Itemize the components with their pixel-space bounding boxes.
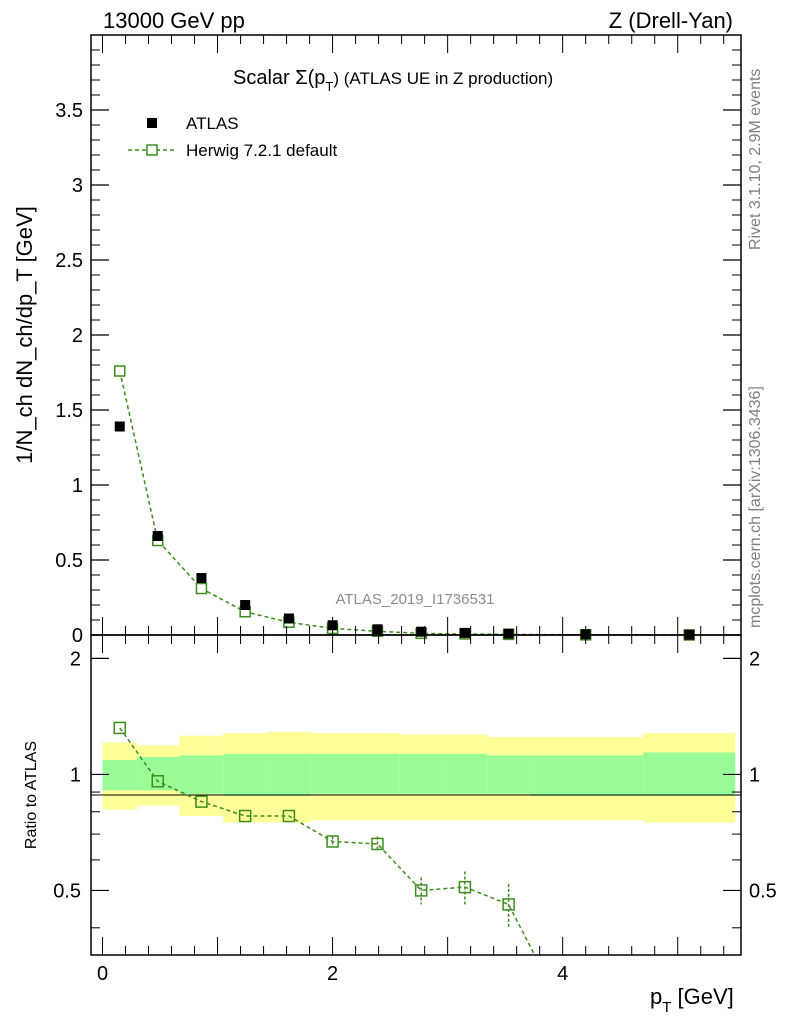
ratio-panel: 0.5 0.5 1 1 2 2 0 2 4 Ratio to ATLAS pT [GeV] (23, 634, 777, 1016)
ratio-band-inner (179, 755, 224, 794)
main-ytick-label: 2.5 (55, 250, 83, 272)
watermark-label: ATLAS_2019_I1736531 (335, 591, 494, 608)
atlas-main-point (416, 626, 427, 637)
main-ytick-label: 3 (72, 175, 83, 197)
main-plot-title: Scalar Σ(pT) (ATLAS UE in Z production) (233, 67, 553, 94)
ratio-band-inner (310, 753, 355, 794)
herwig-main-point (114, 365, 126, 377)
ratio-band-inner (223, 753, 268, 796)
ratio-band-inner (399, 753, 444, 794)
herwig-ratio-point (195, 795, 208, 808)
atlas-main-point (459, 627, 470, 638)
main-ytick-label: 0.5 (55, 550, 83, 572)
atlas-main-point (372, 624, 383, 635)
rivet-version-label: Rivet 3.1.10, 2.9M events (747, 69, 764, 250)
main-ticks: 0 0.5 1 1.5 2 2.5 3 3.5 (55, 35, 741, 647)
mcplots-label: mcplots.cern.ch [arXiv:1306.3436] (747, 386, 764, 628)
ratio-ticks: 0.5 0.5 1 1 2 2 0 2 4 (53, 635, 777, 985)
ratio-ytick-label-right: 2 (749, 648, 760, 670)
legend-atlas-label: ATLAS (186, 114, 239, 133)
ratio-ytick-label: 2 (70, 648, 81, 670)
atlas-main-point (240, 600, 251, 610)
herwig-ratio-point (113, 721, 127, 735)
atlas-main-point (196, 573, 207, 583)
legend-herwig-marker (146, 144, 158, 156)
ratio-xtick-label: 0 (97, 963, 108, 985)
header-energy-label: 13000 GeV pp (103, 8, 245, 33)
legend: ATLAS Herwig 7.2.1 default (128, 114, 337, 160)
ratio-ytick-label-right: 0.5 (749, 880, 777, 902)
main-ytick-label: 2 (72, 325, 83, 347)
ratio-ylabel: Ratio to ATLAS (23, 741, 40, 849)
herwig-ratio-point (371, 837, 384, 851)
herwig-ratio-point (238, 809, 252, 823)
herwig-ratio-point (282, 809, 296, 823)
atlas-main-point (114, 421, 125, 432)
ratio-xtick-label: 4 (557, 963, 568, 985)
atlas-main-point (152, 531, 163, 541)
ratio-panel-frame (90, 634, 742, 956)
legend-atlas-marker (147, 118, 157, 128)
ratio-band-inner (486, 755, 531, 794)
herwig-ratio-point (151, 775, 164, 788)
atlas-main-point (503, 628, 514, 639)
herwig-ratio-point (326, 835, 339, 848)
herwig-ratio-line (119, 727, 536, 956)
header-process-label: Z (Drell-Yan) (609, 8, 733, 33)
ratio-band-layer (102, 731, 736, 823)
ratio-band-inner (137, 756, 180, 791)
ratio-ytick-label: 1 (70, 764, 81, 786)
title-subscript: T (325, 79, 333, 94)
title-prefix: Scalar Σ(p (233, 67, 325, 89)
ratio-band-inner (443, 753, 487, 794)
ratio-band-inner (354, 753, 400, 794)
ratio-series-layer (113, 721, 536, 956)
main-ylabel: 1/N_ch dN_ch/dp_T [GeV] (12, 206, 37, 464)
herwig-ratio-point (502, 898, 515, 911)
ratio-xtick-label: 2 (327, 963, 338, 985)
xlabel-main: p (650, 984, 662, 1009)
atlas-main-point (283, 613, 294, 624)
legend-herwig-label: Herwig 7.2.1 default (186, 141, 337, 160)
ratio-band-inner (643, 752, 736, 796)
xlabel-subscript: T (662, 999, 671, 1016)
xlabel-unit: [GeV] (671, 984, 733, 1009)
main-ytick-label: 3.5 (55, 100, 83, 122)
main-ytick-label: 0 (72, 625, 83, 647)
herwig-ratio-point (414, 884, 428, 897)
herwig-main-line (119, 370, 690, 636)
main-ytick-label: 1 (72, 475, 83, 497)
title-suffix: ) (ATLAS UE in Z production) (333, 69, 553, 88)
ratio-band-inner (530, 755, 644, 796)
ratio-band-inner (267, 753, 311, 796)
main-ytick-label: 1.5 (55, 400, 83, 422)
main-panel: 0 0.5 1 1.5 2 2.5 3 3.5 Scalar Σ(pT) (ATLAS UE … (12, 34, 742, 647)
ratio-ytick-label: 0.5 (53, 880, 81, 902)
ratio-band-inner (102, 759, 138, 791)
ratio-xlabel: pT [GeV] (650, 984, 734, 1016)
ratio-ytick-label-right: 1 (749, 764, 760, 786)
herwig-main-point (195, 582, 208, 595)
herwig-ratio-point (458, 880, 472, 894)
